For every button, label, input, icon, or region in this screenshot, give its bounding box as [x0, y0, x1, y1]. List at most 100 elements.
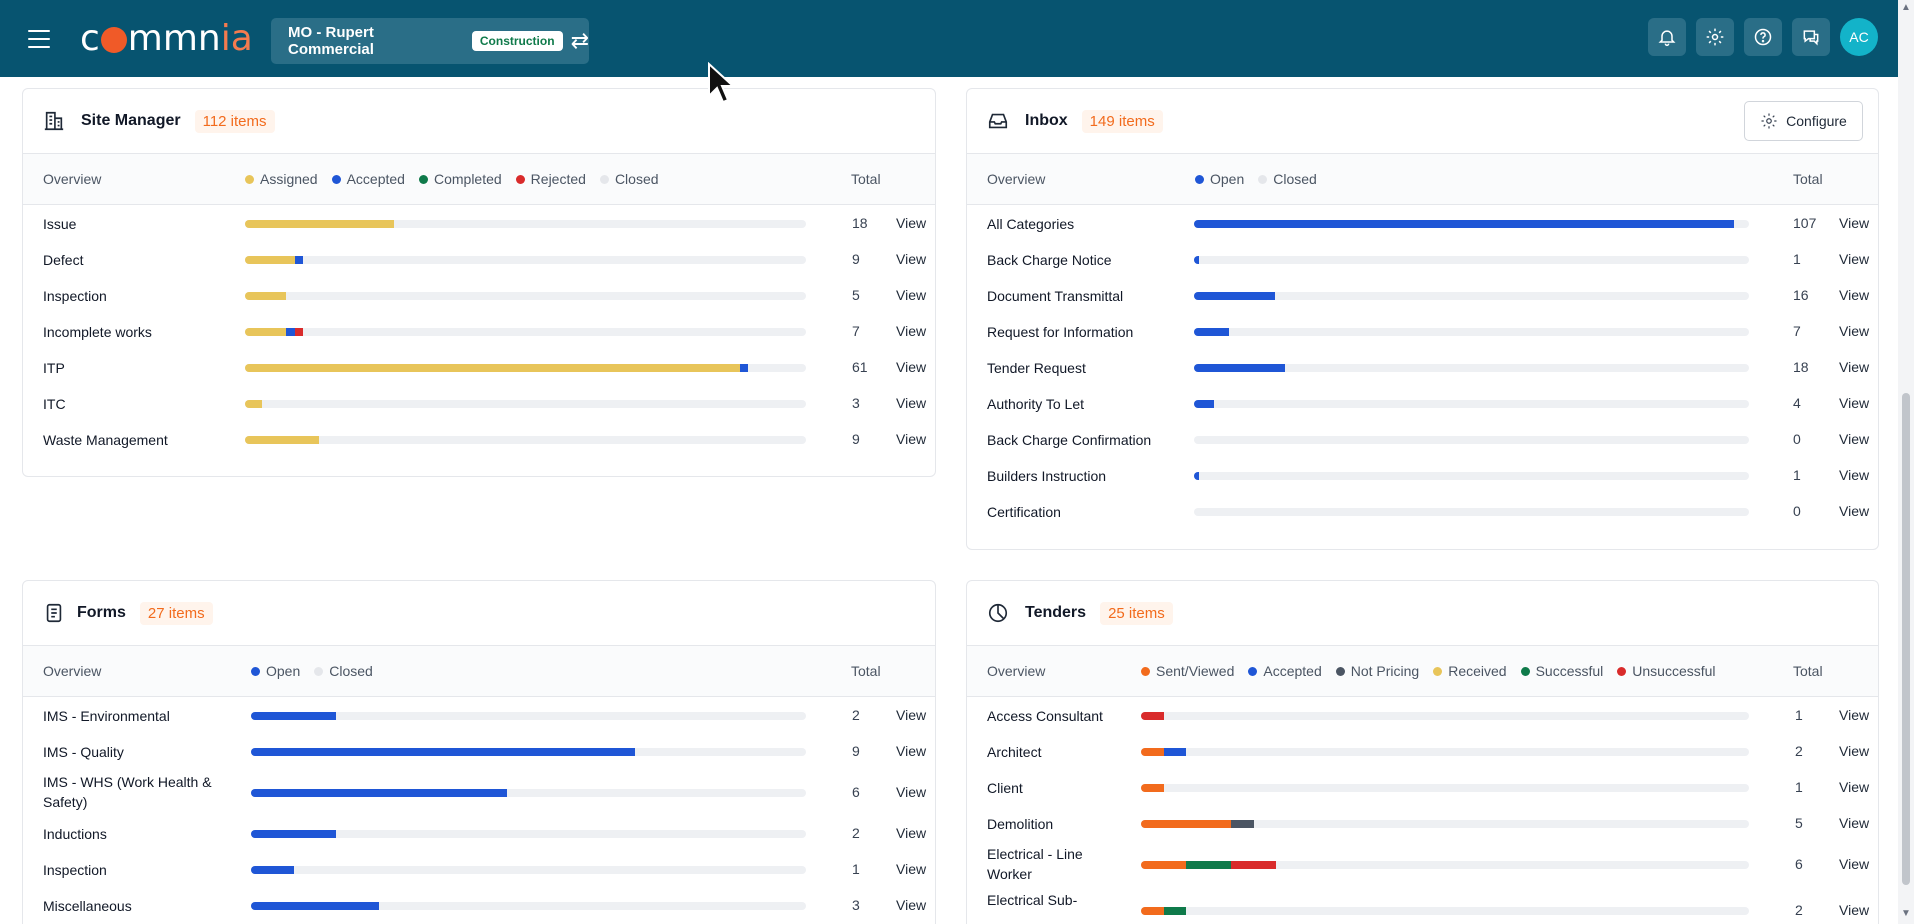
view-link[interactable]: View [1839, 251, 1870, 267]
row-total: 2 [852, 707, 860, 723]
view-link[interactable]: View [896, 784, 927, 800]
progress-bar [1141, 907, 1749, 915]
view-link[interactable]: View [896, 431, 927, 447]
progress-bar [1141, 748, 1749, 756]
view-link[interactable]: View [896, 359, 927, 375]
view-link[interactable]: View [896, 215, 927, 231]
inbox-title: Inbox [1025, 112, 1068, 129]
view-link[interactable]: View [1839, 707, 1870, 723]
legend-open: Open [251, 663, 300, 679]
progress-bar [1141, 861, 1749, 869]
view-link[interactable]: View [1839, 323, 1870, 339]
row-total: 1 [1793, 251, 1801, 267]
user-avatar[interactable]: AC [1840, 18, 1878, 56]
view-link[interactable]: View [1839, 815, 1870, 831]
row-label: Client [987, 780, 1023, 796]
hamburger-menu-icon[interactable] [28, 30, 50, 48]
row-total: 7 [1793, 323, 1801, 339]
list-item: Back Charge Confirmation 0 View [967, 422, 1878, 458]
chat-button[interactable] [1792, 18, 1830, 56]
bar-segment [1194, 364, 1285, 372]
legend-rejected: Rejected [515, 171, 586, 187]
view-link[interactable]: View [1839, 359, 1870, 375]
row-label: Builders Instruction [987, 468, 1107, 484]
commnia-logo[interactable]: c mmn ia [80, 17, 253, 59]
row-label: Authority To Let [987, 396, 1085, 412]
page-scrollbar[interactable]: ▲ ▼ [1898, 0, 1914, 924]
help-button[interactable] [1744, 18, 1782, 56]
view-link[interactable]: View [896, 825, 927, 841]
view-link[interactable]: View [896, 251, 927, 267]
help-icon [1754, 28, 1772, 46]
bar-segment [294, 328, 303, 336]
view-link[interactable]: View [1839, 287, 1870, 303]
site-manager-card: Site Manager 112 items Overview Assigned… [22, 88, 936, 477]
view-link[interactable]: View [1839, 431, 1870, 447]
list-item: Inductions 2 View [23, 816, 935, 852]
list-item: IMS - Quality 9 View [23, 734, 935, 770]
view-link[interactable]: View [1839, 902, 1870, 918]
notifications-button[interactable] [1648, 18, 1686, 56]
scroll-down-icon[interactable]: ▼ [1901, 908, 1911, 919]
view-link[interactable]: View [896, 861, 927, 877]
view-link[interactable]: View [1839, 215, 1870, 231]
forms-card: Forms 27 items Overview Open Closed Tota… [22, 580, 936, 924]
row-label: Waste Management [43, 432, 168, 448]
progress-bar [251, 789, 806, 797]
row-label: ITP [43, 360, 65, 376]
view-link[interactable]: View [896, 287, 927, 303]
view-link[interactable]: View [896, 707, 927, 723]
list-item: Request for Information 7 View [967, 314, 1878, 350]
progress-bar [245, 292, 806, 300]
bar-segment [245, 220, 394, 228]
view-link[interactable]: View [896, 395, 927, 411]
row-label: Issue [43, 216, 77, 232]
progress-bar [1194, 436, 1749, 444]
site-manager-legend: Assigned Accepted Completed Rejected Clo… [245, 171, 673, 187]
mouse-cursor-icon [708, 62, 736, 104]
row-label: Demolition [987, 816, 1054, 832]
site-manager-title: Site Manager [81, 112, 181, 129]
view-link[interactable]: View [1839, 467, 1870, 483]
forms-legend: Open Closed [251, 663, 387, 679]
project-switcher[interactable]: MO - Rupert Commercial Construction ⇄ [271, 18, 589, 64]
bar-segment [245, 256, 295, 264]
view-link[interactable]: View [896, 897, 927, 913]
list-item: Client 1 View [967, 770, 1878, 806]
row-label: Back Charge Confirmation [987, 432, 1152, 448]
view-link[interactable]: View [1839, 395, 1870, 411]
row-total: 18 [852, 215, 868, 231]
progress-bar [251, 748, 806, 756]
settings-button[interactable] [1696, 18, 1734, 56]
scrollbar-thumb[interactable] [1902, 393, 1910, 885]
row-label: Electrical - Line Worker [987, 846, 1083, 882]
bar-segment [1141, 820, 1232, 828]
bar-segment [251, 712, 337, 720]
form-document-icon [46, 603, 62, 623]
legend-completed: Completed [418, 171, 502, 187]
view-link[interactable]: View [896, 323, 927, 339]
view-link[interactable]: View [1839, 856, 1870, 872]
row-total: 2 [852, 825, 860, 841]
view-link[interactable]: View [1839, 779, 1870, 795]
inbox-legend: Open Closed [1195, 171, 1331, 187]
swap-icon[interactable]: ⇄ [570, 28, 589, 53]
view-link[interactable]: View [1839, 503, 1870, 519]
progress-bar [245, 436, 806, 444]
configure-button[interactable]: Configure [1744, 101, 1863, 141]
scroll-up-icon[interactable]: ▲ [1901, 2, 1911, 13]
list-item: Inspection 5 View [23, 278, 935, 314]
bar-segment [1194, 472, 1200, 480]
legend-closed: Closed [1258, 171, 1317, 187]
bar-segment [1194, 256, 1200, 264]
view-link[interactable]: View [896, 743, 927, 759]
bar-segment [245, 364, 740, 372]
bar-segment [1141, 748, 1164, 756]
list-item: Electrical - Line Worker 6 View [967, 842, 1878, 888]
row-total: 1 [1795, 779, 1803, 795]
legend-open: Open [1195, 171, 1244, 187]
legend-closed: Closed [599, 171, 659, 187]
row-total: 107 [1793, 215, 1817, 231]
view-link[interactable]: View [1839, 743, 1870, 759]
tenders-card: Tenders 25 items Overview Sent/Viewed Ac… [966, 580, 1879, 924]
